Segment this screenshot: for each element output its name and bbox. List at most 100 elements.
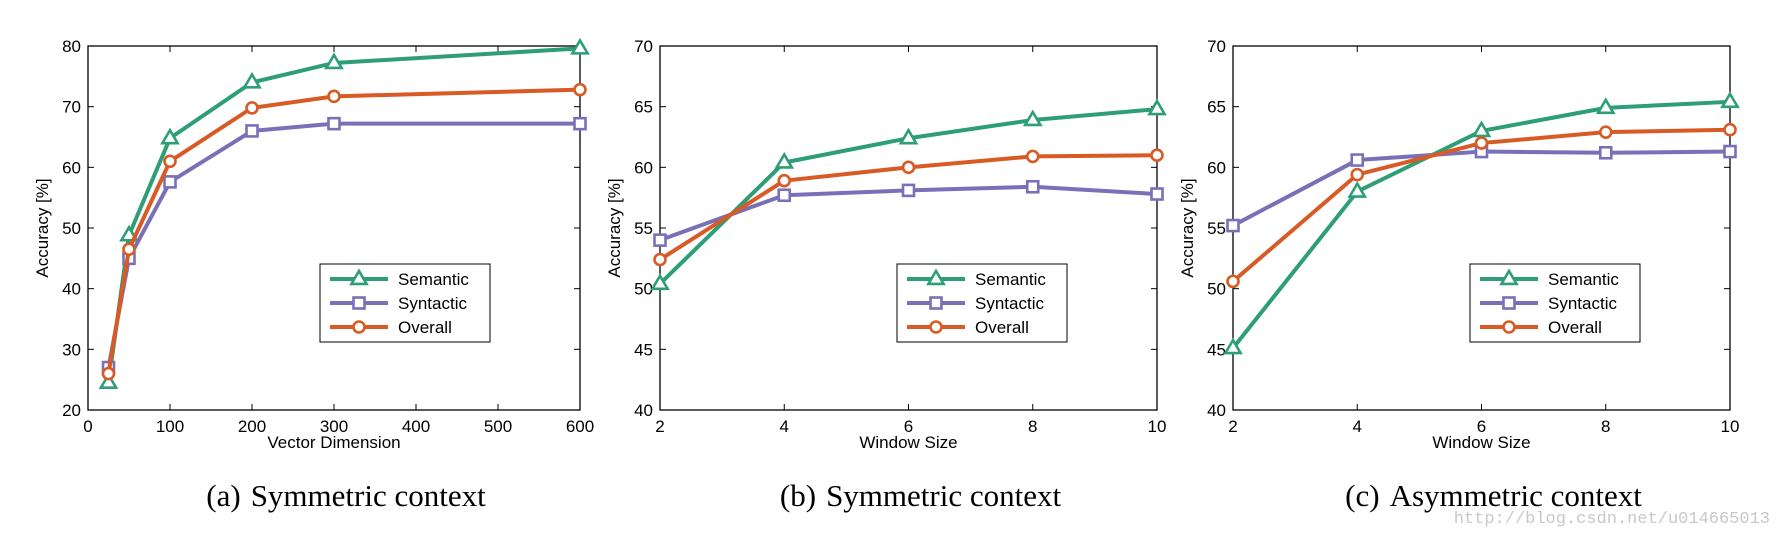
panel-b-point-overall — [901, 160, 916, 175]
panel-a-point-semantic — [160, 127, 180, 145]
panel-c-y-tick-label: 40 — [1207, 401, 1226, 420]
panel-b-legend: Semantic Syntactic Overall — [896, 263, 1068, 343]
panel-b-point-syntactic — [901, 183, 916, 198]
panel-a-x-tick-label: 400 — [402, 417, 430, 436]
panel-c-point-syntactic — [1723, 144, 1737, 159]
panel-a-point-overall — [245, 101, 259, 115]
panel-a-y-tick-label: 70 — [62, 98, 81, 117]
panel-b-x-tick-label: 4 — [780, 417, 789, 436]
panel-b-y-tick-label: 60 — [634, 158, 653, 177]
panel-c-y-tick-label: 70 — [1207, 37, 1226, 56]
panel-a-point-overall — [573, 82, 587, 97]
panel-b-point-semantic — [1147, 98, 1167, 116]
panel-c-legend-label-syntactic: Syntactic — [1548, 294, 1617, 313]
panel-b-point-overall — [653, 252, 667, 267]
panel-c-point-overall — [1723, 122, 1737, 137]
panel-a-y-tick-label: 40 — [62, 280, 81, 299]
panel-c-legend-marker-syntactic — [1502, 296, 1516, 310]
panel-c-x-tick-label: 2 — [1228, 417, 1237, 436]
panel-c-point-syntactic — [1598, 145, 1613, 160]
panel-c-legend: Semantic Syntactic Overall — [1469, 263, 1641, 343]
watermark: http://blog.csdn.net/u014665013 — [1454, 510, 1770, 529]
panel-a-point-semantic — [242, 71, 262, 89]
panel-a-legend-marker-semantic — [349, 268, 369, 286]
panel-c-point-semantic — [1471, 120, 1492, 138]
panel-a-legend-label-semantic: Semantic — [398, 270, 469, 289]
panel-c-point-semantic — [1223, 337, 1243, 355]
panel-b-x-tick-label: 10 — [1148, 417, 1167, 436]
panel-a-legend: Semantic Syntactic Overall — [319, 263, 491, 343]
panel-a-legend-marker-overall — [352, 320, 366, 334]
panel-c-point-syntactic — [1226, 218, 1240, 233]
panel-a-x-tick-label: 300 — [320, 417, 348, 436]
panel-b-legend-label-semantic: Semantic — [975, 270, 1046, 289]
panel-c-y-tick-label: 45 — [1207, 340, 1226, 359]
panel-c-caption-text: Asymmetric context — [1390, 478, 1643, 513]
panel-b-caption-label: (b) — [780, 478, 816, 513]
panel-b-legend-label-syntactic: Syntactic — [975, 294, 1044, 313]
panel-b-y-tick-label: 40 — [634, 401, 653, 420]
panel-b-point-semantic — [898, 127, 919, 145]
panel-c-series-line-syntactic — [1232, 149, 1731, 228]
panel-a-series-line-overall — [106, 87, 581, 374]
panel-a-y-tick-label: 20 — [62, 401, 81, 420]
panel-b-point-overall — [777, 173, 792, 188]
panel-c-point-semantic — [1347, 181, 1368, 198]
panel-a-y-tick-label: 60 — [62, 158, 81, 177]
panel-b-x-tick-label: 8 — [1028, 417, 1037, 436]
panel-a-x-tick-label: 0 — [83, 417, 92, 436]
panel-a-point-overall — [163, 154, 177, 169]
panel-c-caption: (c) Asymmetric context — [1345, 478, 1642, 513]
panel-a-point-syntactic — [573, 116, 587, 131]
panel-c-point-semantic — [1595, 97, 1616, 115]
panel-c-point-syntactic — [1350, 153, 1365, 167]
panel-c-point-overall — [1350, 167, 1365, 182]
panel-b-y-tick-label: 70 — [634, 37, 653, 56]
panel-c-x-tick-label: 4 — [1353, 417, 1362, 436]
panel-b-y-axis-label: Accuracy [%] — [605, 178, 624, 277]
panel-a-point-syntactic — [245, 124, 259, 138]
panel-a-point-semantic — [98, 372, 119, 389]
panel-c-plot-frame — [1232, 45, 1731, 411]
panel-c-y-tick-label: 50 — [1207, 280, 1226, 299]
panel-a-point-overall — [101, 366, 116, 381]
panel-c-x-axis-label: Window Size — [1432, 433, 1530, 452]
panel-a-legend-label-overall: Overall — [398, 318, 452, 337]
panel-b-x-tick-label: 2 — [655, 417, 664, 436]
panel-b-point-syntactic — [1025, 179, 1040, 194]
panel-a-y-tick-label: 80 — [62, 37, 81, 56]
panel-a-caption: (a) Symmetric context — [206, 478, 486, 513]
panel-b-x-tick-label: 6 — [904, 417, 913, 436]
panel-a-x-tick-label: 200 — [238, 417, 266, 436]
panel-c-y-axis-label: Accuracy [%] — [1178, 178, 1197, 277]
panel-b-point-semantic — [1022, 109, 1043, 127]
panel-b-y-tick-label: 55 — [634, 219, 653, 238]
panel-b-point-semantic — [650, 273, 670, 291]
panel-b-point-syntactic — [653, 233, 667, 247]
panel-c-legend-label-semantic: Semantic — [1548, 270, 1619, 289]
panel-b-point-syntactic — [777, 188, 792, 203]
panel-b-point-overall — [1025, 149, 1040, 164]
panel-c-y-tick-label: 65 — [1207, 98, 1226, 117]
panel-b-legend-label-overall: Overall — [975, 318, 1029, 337]
panel-b-chart: 2 4 6 8 10 40 45 50 55 60 65 70 Window Size Accuracy … — [605, 37, 1167, 513]
panel-c-y-tick-label: 55 — [1207, 219, 1226, 238]
panel-b-caption-text: Symmetric context — [826, 478, 1061, 513]
panel-a-legend-label-syntactic: Syntactic — [398, 294, 467, 313]
panel-b-plot-frame — [659, 45, 1158, 411]
panel-a-point-overall — [327, 89, 341, 104]
panel-a-point-syntactic — [163, 175, 177, 189]
panel-b-y-tick-label: 45 — [634, 340, 653, 359]
panel-b-legend-marker-syntactic — [929, 296, 943, 310]
panel-a-x-tick-label: 500 — [484, 417, 512, 436]
panel-a-y-tick-label: 30 — [62, 340, 81, 359]
panel-a-x-tick-label: 600 — [566, 417, 594, 436]
panel-a-point-semantic — [570, 37, 590, 55]
panel-b-caption: (b) Symmetric context — [780, 478, 1062, 513]
panel-b-y-tick-label: 65 — [634, 98, 653, 117]
panel-a-y-tick-label: 50 — [62, 219, 81, 238]
panel-a-legend-marker-syntactic — [352, 296, 366, 310]
panel-b-x-axis-label: Window Size — [859, 433, 957, 452]
panel-a-caption-label: (a) — [206, 478, 240, 513]
